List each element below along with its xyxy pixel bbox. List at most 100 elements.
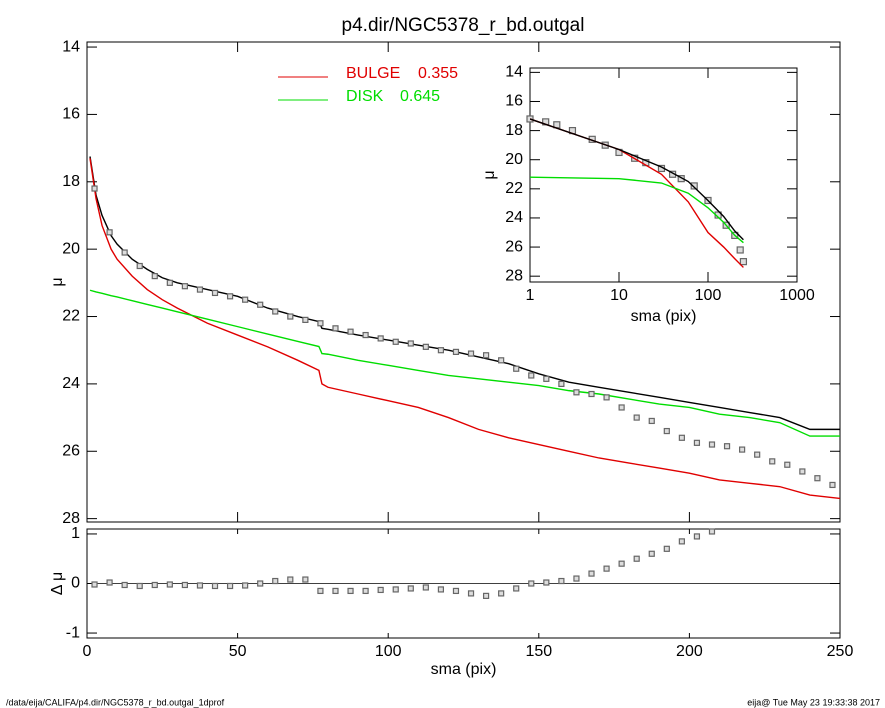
y-tick-label: 16 xyxy=(505,93,523,110)
data-point xyxy=(603,394,610,401)
data-point xyxy=(754,451,761,458)
data-point xyxy=(558,380,565,387)
model-line xyxy=(530,176,744,244)
data-point xyxy=(211,582,219,590)
data-point xyxy=(347,328,354,335)
data-point xyxy=(678,538,685,545)
data-point xyxy=(317,587,324,595)
x-tick-label: 1000 xyxy=(779,287,815,304)
data-point xyxy=(136,582,143,590)
x-axis-label: sma (pix) xyxy=(631,308,697,325)
data-point xyxy=(452,587,460,595)
data-point xyxy=(690,182,698,190)
legend-fraction: 0.355 xyxy=(418,65,458,82)
footer-left: /data/eija/CALIFA/p4.dir/NGC5378_r_bd.ou… xyxy=(6,697,225,707)
data-point xyxy=(347,587,354,595)
legend-label: BULGE xyxy=(346,65,400,82)
data-point xyxy=(739,258,748,266)
data-point xyxy=(784,461,791,468)
data-point xyxy=(317,320,324,327)
y-tick-label: 20 xyxy=(505,151,523,168)
data-point xyxy=(136,262,143,270)
x-tick-label: 10 xyxy=(610,287,628,304)
y-tick-label: 22 xyxy=(505,180,523,197)
y-tick-label: 28 xyxy=(505,267,523,284)
data-point xyxy=(196,582,204,589)
legend-label: DISK xyxy=(346,88,384,105)
data-point xyxy=(242,296,249,303)
data-point xyxy=(287,313,294,320)
x-tick-label: 250 xyxy=(827,643,854,660)
x-tick-label: 200 xyxy=(676,643,703,660)
data-point xyxy=(543,579,550,586)
data-point xyxy=(558,577,565,585)
x-tick-label: 50 xyxy=(229,643,247,660)
data-point xyxy=(422,584,429,591)
data-point xyxy=(498,590,505,597)
data-point xyxy=(302,576,309,583)
y-tick-label: 1 xyxy=(71,525,80,542)
y-tick-label: 20 xyxy=(62,240,80,257)
data-point xyxy=(739,446,746,453)
data-point xyxy=(648,550,655,557)
data-point xyxy=(467,590,475,597)
x-tick-label: 100 xyxy=(375,643,402,660)
data-point xyxy=(513,585,520,592)
y-axis-label: μ xyxy=(49,277,66,286)
data-point xyxy=(377,335,384,342)
x-tick-label: 150 xyxy=(525,643,552,660)
data-point xyxy=(121,581,128,589)
data-point xyxy=(663,427,670,435)
data-point xyxy=(543,375,550,382)
data-point xyxy=(618,404,625,411)
data-point xyxy=(151,581,158,589)
data-point xyxy=(482,592,490,599)
data-point xyxy=(196,286,204,293)
data-point xyxy=(633,414,640,421)
data-point xyxy=(573,389,580,396)
legend-fraction: 0.645 xyxy=(400,88,440,105)
data-point xyxy=(302,316,309,323)
y-tick-label: 18 xyxy=(62,173,80,190)
x-tick-label: 0 xyxy=(83,643,92,660)
data-point xyxy=(332,587,339,595)
y-tick-label: 28 xyxy=(62,510,80,527)
data-point xyxy=(392,586,399,593)
data-point xyxy=(467,350,475,357)
data-point xyxy=(588,570,595,577)
data-point xyxy=(799,468,806,475)
data-point xyxy=(211,289,219,297)
data-point xyxy=(362,331,369,339)
x-axis-label: sma (pix) xyxy=(431,661,497,678)
data-point xyxy=(151,273,158,280)
model-line xyxy=(530,118,744,241)
data-point xyxy=(272,308,279,315)
y-axis-label: μ xyxy=(481,170,498,179)
data-point xyxy=(287,576,294,583)
x-tick-label: 100 xyxy=(695,287,722,304)
data-point xyxy=(407,585,414,592)
y-tick-label: 24 xyxy=(62,375,80,392)
y-tick-label: 22 xyxy=(62,308,80,325)
data-point xyxy=(678,434,685,441)
data-point xyxy=(452,348,460,355)
y-tick-label: 0 xyxy=(71,575,80,592)
data-point xyxy=(257,301,264,308)
data-point xyxy=(242,582,249,589)
y-tick-label: -1 xyxy=(66,624,80,641)
model-line xyxy=(89,289,840,437)
model-line xyxy=(530,118,744,268)
data-point xyxy=(648,417,655,425)
y-tick-label: 14 xyxy=(62,38,80,55)
data-point xyxy=(829,481,836,489)
data-point xyxy=(392,338,399,345)
model-line xyxy=(89,158,840,500)
data-point xyxy=(736,246,744,254)
data-point xyxy=(181,283,188,290)
y-axis-label: Δ μ xyxy=(49,572,66,595)
data-point xyxy=(437,586,445,593)
data-point xyxy=(482,352,490,359)
data-point xyxy=(106,229,113,236)
y-tick-label: 16 xyxy=(62,106,80,123)
